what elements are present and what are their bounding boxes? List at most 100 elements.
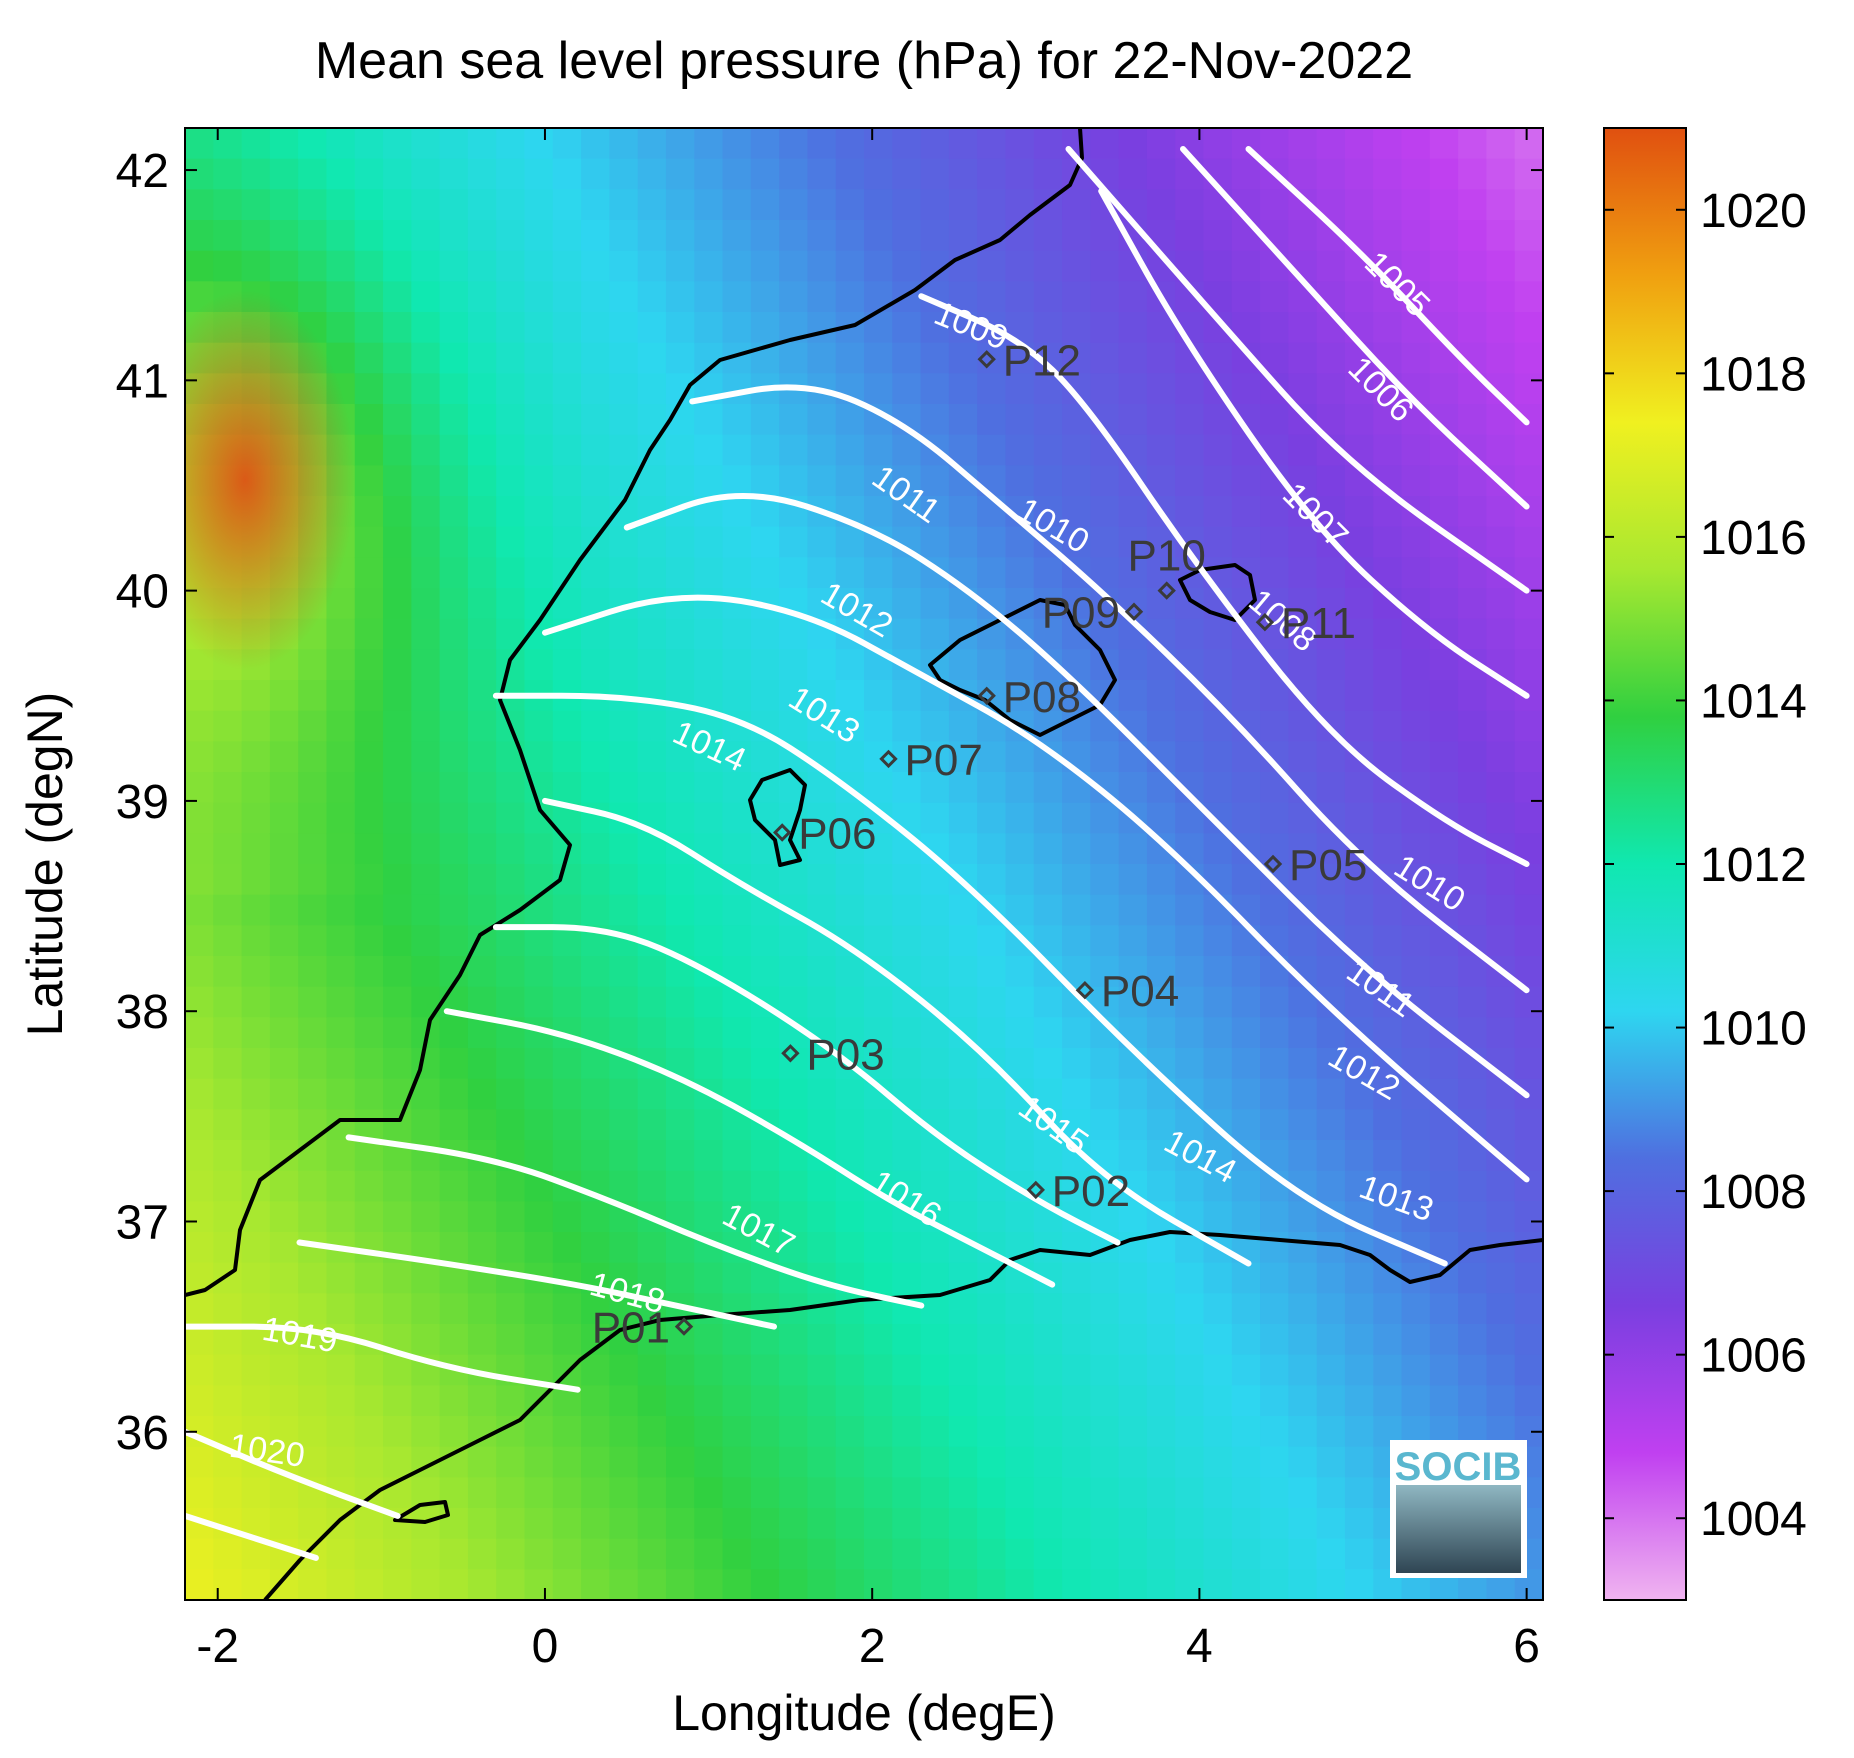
pressure-cell	[722, 618, 752, 651]
pressure-cell	[552, 373, 582, 405]
pressure-cell	[1344, 342, 1375, 375]
pressure-cell	[1316, 1078, 1346, 1111]
pressure-cell	[977, 404, 1007, 436]
pressure-cell	[467, 1078, 498, 1111]
pressure-cell	[552, 220, 582, 252]
pressure-cell	[1288, 1477, 1318, 1509]
y-tick-label: 38	[116, 986, 169, 1039]
pressure-cell	[298, 894, 328, 927]
pressure-cell	[1175, 1385, 1205, 1417]
pressure-cell	[213, 220, 243, 252]
pressure-cell	[1090, 496, 1120, 528]
pressure-cell	[835, 1477, 865, 1509]
pressure-cell	[977, 526, 1007, 559]
pressure-cell	[722, 1538, 752, 1571]
pressure-cell	[1090, 1078, 1120, 1111]
pressure-cell	[977, 1416, 1007, 1448]
pressure-cell	[496, 1201, 526, 1233]
pressure-cell	[1486, 618, 1516, 651]
pressure-cell	[213, 1262, 243, 1295]
pressure-cell	[750, 189, 780, 221]
pressure-cell	[948, 404, 978, 436]
pressure-cell	[213, 1354, 243, 1387]
pressure-cell	[213, 710, 243, 743]
pressure-cell	[1486, 1385, 1516, 1417]
pressure-cell	[722, 1140, 752, 1172]
pressure-cell	[298, 680, 328, 712]
pressure-cell	[1118, 557, 1148, 589]
pressure-cell	[269, 894, 299, 927]
pressure-cell	[185, 956, 215, 988]
pressure-cell	[920, 373, 950, 405]
pressure-cell	[581, 250, 611, 283]
pressure-cell	[1458, 894, 1488, 927]
pressure-cell	[1373, 1017, 1403, 1049]
pressure-cell	[1429, 588, 1459, 620]
pressure-cell	[750, 1416, 780, 1448]
pressure-cell	[1514, 1140, 1543, 1172]
pressure-cell	[1316, 618, 1346, 651]
pressure-cell	[637, 618, 667, 651]
pressure-cell	[1401, 680, 1431, 712]
pressure-cell	[185, 128, 215, 160]
pressure-cell	[807, 802, 837, 835]
pressure-cell	[269, 158, 299, 191]
pressure-cell	[807, 1232, 837, 1264]
pressure-cell	[1033, 1385, 1063, 1417]
pressure-cell	[439, 281, 469, 313]
pressure-cell	[779, 680, 809, 712]
pressure-cell	[1118, 496, 1148, 528]
pressure-cell	[354, 496, 384, 528]
pressure-cell	[722, 1354, 752, 1387]
pressure-cell	[496, 1048, 526, 1080]
pressure-cell	[665, 1354, 696, 1387]
pressure-cell	[1401, 1324, 1431, 1356]
pressure-cell	[637, 1324, 667, 1356]
pressure-cell	[1062, 864, 1092, 896]
pressure-cell	[213, 894, 243, 927]
pressure-cell	[524, 158, 554, 191]
pressure-cell	[354, 802, 384, 835]
pressure-cell	[1514, 373, 1543, 405]
pressure-cell	[241, 772, 271, 804]
pressure-cell	[1090, 802, 1120, 835]
pressure-cell	[411, 802, 441, 835]
pressure-cell	[1005, 894, 1035, 927]
isobar-1015	[492, 924, 1121, 1246]
pressure-cell	[354, 1293, 384, 1325]
pressure-cell	[1203, 1416, 1233, 1448]
pressure-cell	[609, 1170, 639, 1203]
pressure-cell	[213, 1477, 243, 1509]
pressure-cell	[439, 1170, 469, 1203]
pressure-cell	[1118, 1262, 1148, 1295]
pressure-cell	[1486, 925, 1516, 957]
pressure-cell	[779, 710, 809, 743]
pressure-cell	[665, 986, 696, 1019]
pressure-cell	[722, 312, 752, 344]
pressure-cell	[637, 434, 667, 467]
pressure-cell	[354, 588, 384, 620]
pressure-cell	[1373, 434, 1403, 467]
pressure-cell	[1288, 373, 1318, 405]
pressure-cell	[439, 1293, 469, 1325]
pressure-cell	[1316, 1385, 1346, 1417]
pressure-cell	[1288, 281, 1318, 313]
pressure-cell	[807, 465, 837, 497]
pressure-cell	[552, 128, 582, 160]
pressure-cell	[807, 1385, 837, 1417]
pressure-cell	[1090, 925, 1120, 957]
pressure-cell	[694, 1569, 724, 1600]
pressure-cell	[864, 1569, 894, 1600]
pressure-cell	[977, 557, 1007, 589]
pressure-cell	[864, 1385, 894, 1417]
station-marker	[879, 749, 898, 769]
pressure-cell	[609, 281, 639, 313]
pressure-cell	[1316, 1354, 1346, 1387]
pressure-cell	[269, 1508, 299, 1540]
pressure-cell	[1033, 618, 1063, 651]
pressure-cell	[1316, 1232, 1346, 1264]
pressure-cell	[835, 281, 865, 313]
pressure-cell	[269, 1354, 299, 1387]
pressure-cell	[241, 925, 271, 957]
pressure-cell	[1062, 1324, 1092, 1356]
